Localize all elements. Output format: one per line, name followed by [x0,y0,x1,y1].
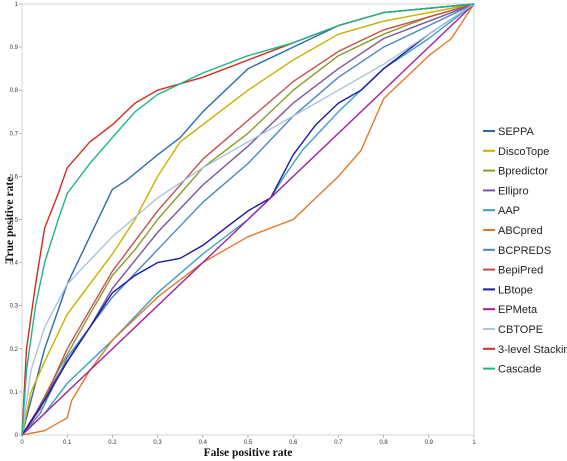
y-tick-label: 0.3 [10,304,19,310]
x-tick-label: 0.4 [199,440,208,446]
legend-label: Ellipro [498,185,529,197]
series-line-9 [21,3,475,436]
y-tick-label: 1 [15,2,19,8]
series-line-8 [21,3,475,436]
y-axis: 0 0.1 0.2 0.3 0.4 0.5 0.6 0.7 0.8 0.9 1 [10,2,22,439]
series-line-10 [21,3,475,436]
y-tick-label: 0.6 [10,174,19,180]
legend-label: 3-level Stacking [498,344,567,356]
series-line-1 [21,3,475,436]
x-tick-label: 0 [20,440,24,446]
y-tick-label: 0.1 [10,390,19,396]
legend-label: Bpredictor [498,166,548,178]
y-tick-label: 0 [15,433,19,439]
series-line-12 [21,3,475,436]
legend-label: LBtope [498,284,533,296]
legend-label: EPMeta [498,304,538,316]
legend-label: DiscoTope [498,146,549,158]
legend-label: BCPREDS [498,245,551,257]
y-tick-label: 0.4 [10,261,19,267]
legend: SEPPA DiscoTope Bpredictor Ellipro AAP ABCpre… [483,126,567,376]
series-line-7 [21,3,475,436]
y-tick-label: 0.5 [10,218,19,224]
x-tick-label: 0.7 [334,440,343,446]
x-tick-label: 0.5 [244,440,253,446]
x-tick-label: 0.2 [108,440,117,446]
y-tick-label: 0.2 [10,347,19,353]
x-tick-label: 0.6 [289,440,298,446]
legend-label: SEPPA [498,126,535,138]
y-axis-title: True positive rate [4,177,16,264]
x-axis: 0 0.1 0.2 0.3 0.4 0.5 0.6 0.7 0.8 0.9 1 [20,435,476,446]
series-line-6 [21,3,475,436]
series-layer [21,3,475,436]
x-tick-label: 0.3 [153,440,162,446]
x-tick-label: 1 [472,440,476,446]
legend-label: CBTOPE [498,324,543,336]
legend-label: AAP [498,205,520,217]
legend-label: Cascade [498,364,541,376]
x-tick-label: 0.9 [425,440,434,446]
x-tick-label: 0.8 [379,440,388,446]
y-tick-label: 0.9 [10,45,19,51]
x-axis-title: False positive rate [204,447,293,459]
series-line-2 [21,3,475,436]
series-line-0 [21,3,475,436]
legend-label: ABCpred [498,225,543,237]
legend-label: BepiPred [498,265,543,277]
y-tick-label: 0.8 [10,88,19,94]
x-tick-label: 0.1 [63,440,72,446]
series-line-5 [21,3,475,436]
y-tick-label: 0.7 [10,131,19,137]
